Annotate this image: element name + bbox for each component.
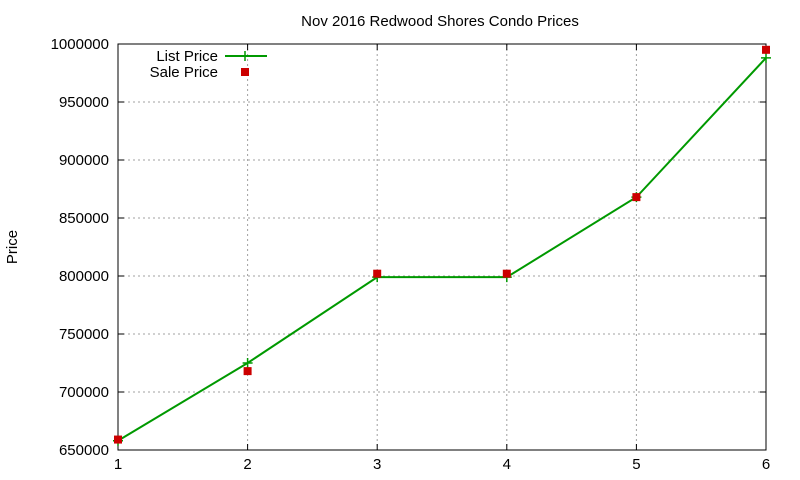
x-tick-label: 5 — [632, 456, 640, 473]
legend-marker — [241, 68, 249, 76]
data-point — [114, 435, 122, 444]
series-sale-price — [114, 45, 770, 444]
data-point — [502, 269, 511, 278]
series-layer — [113, 45, 771, 446]
y-tick-label: 800000 — [59, 268, 109, 285]
chart-title: Nov 2016 Redwood Shores Condo Prices — [301, 13, 579, 30]
data-point — [762, 45, 770, 54]
y-tick-label: 1000000 — [51, 36, 109, 53]
series-line — [117, 57, 767, 442]
y-tick-label: 900000 — [59, 152, 109, 169]
x-tick-label: 6 — [762, 456, 770, 473]
data-point — [243, 367, 252, 376]
data-point — [632, 193, 641, 202]
x-tick-label: 2 — [243, 456, 251, 473]
series-list-price — [113, 52, 771, 446]
legend-label: List Price — [156, 48, 218, 65]
legend-item: Sale Price — [150, 64, 249, 81]
y-tick-label: 850000 — [59, 210, 109, 227]
y-tick-label: 650000 — [59, 442, 109, 459]
data-point — [242, 358, 253, 368]
plot-frame — [117, 43, 767, 451]
legend-label: Sale Price — [150, 64, 218, 81]
y-tick-label: 700000 — [59, 384, 109, 401]
x-tick-label: 4 — [503, 456, 511, 473]
y-axis-label: Price — [4, 230, 21, 264]
data-point — [373, 269, 382, 278]
legend-marker — [240, 51, 250, 61]
grid-lines — [118, 44, 766, 450]
y-tick-label: 750000 — [59, 326, 109, 343]
axes: 1 2 3 4 5 6 650000 700000 750000 800000 850000 9000… — [51, 36, 771, 473]
x-tick-label: 3 — [373, 456, 381, 473]
x-tick-label: 1 — [114, 456, 122, 473]
y-tick-label: 950000 — [59, 94, 109, 111]
legend-item: List Price — [156, 48, 267, 65]
data-point — [761, 52, 771, 63]
